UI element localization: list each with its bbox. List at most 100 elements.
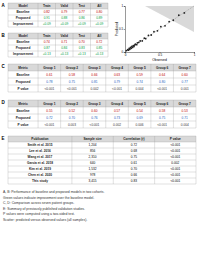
- cell: 0.006: [136, 123, 144, 127]
- panel-label: A: [2, 3, 6, 8]
- col-rule: [8, 33, 9, 57]
- point: [136, 44, 138, 46]
- cell: +0.13: [95, 52, 103, 56]
- cell: 0.72: [131, 143, 137, 147]
- cell: 0.004: [181, 123, 189, 127]
- row-rule: [8, 27, 108, 28]
- cell: Proposed: [16, 116, 31, 120]
- cell: Kim et al. 2019: [29, 167, 51, 171]
- cell: 0.61: [46, 73, 52, 77]
- header-bg: [8, 64, 196, 71]
- point: [157, 30, 159, 32]
- col-rule: [73, 33, 74, 57]
- cell: 0.81: [91, 80, 97, 84]
- header-cell: All: [97, 34, 101, 38]
- point: [127, 49, 129, 51]
- footnote: Scatter: predicted versus observed value…: [3, 218, 87, 222]
- point: [164, 25, 166, 27]
- header-cell: Group 5: [133, 102, 145, 106]
- tick-mark: [124, 52, 125, 53]
- cell: <0.001: [170, 155, 180, 159]
- cell: 0.77: [79, 10, 85, 14]
- header-cell: Publication: [31, 137, 48, 141]
- tick-mark: [124, 29, 125, 30]
- cell: Proposed: [16, 16, 31, 20]
- header-cell: Group 4: [111, 102, 123, 106]
- cell: 0.85: [96, 46, 102, 50]
- cell: <0.001: [44, 87, 54, 91]
- cell: 1,204: [89, 143, 97, 147]
- header-bg: [8, 33, 108, 39]
- shade: [145, 6, 194, 32]
- cell: Baseline: [16, 10, 29, 14]
- col-rule: [105, 64, 106, 92]
- cell: +0.09: [43, 22, 51, 26]
- footnote: E: Summary of previously published valid…: [3, 207, 85, 211]
- cell: +0.13: [43, 52, 51, 56]
- col-rule: [38, 64, 39, 92]
- point: [153, 31, 155, 33]
- cell: Proposed: [16, 46, 31, 50]
- row-rule: [8, 100, 196, 101]
- cell: 0.80: [159, 80, 165, 84]
- col-rule: [150, 64, 151, 92]
- cell: 2,310: [89, 155, 97, 159]
- header-cell: Group 3: [88, 66, 100, 70]
- cell: 0.84: [61, 46, 67, 50]
- col-rule: [128, 64, 129, 92]
- header-cell: Group 5: [133, 66, 145, 70]
- footnote: P values were computed using a two-sided…: [3, 212, 75, 216]
- col-rule: [8, 100, 9, 128]
- tick: 0: [122, 50, 125, 54]
- header-cell: Group 2: [66, 66, 78, 70]
- col-rule: [108, 3, 109, 27]
- row-rule: [8, 184, 196, 185]
- cell: 0.68: [131, 149, 137, 153]
- cell: 640: [90, 161, 96, 165]
- col-rule: [90, 33, 91, 57]
- tick: 0: [125, 52, 127, 57]
- cell: 0.002: [113, 123, 121, 127]
- y-label: Predicted: [115, 22, 119, 36]
- col-rule: [60, 100, 61, 128]
- cell: 0.59: [136, 73, 142, 77]
- panel-label: D: [2, 100, 6, 105]
- cell: Garcia et al. 2018: [27, 161, 53, 165]
- cell: 0.54: [136, 109, 142, 113]
- cell: 0.77: [182, 80, 188, 84]
- row-rule: [8, 121, 196, 122]
- col-rule: [150, 100, 151, 128]
- col-rule: [196, 64, 197, 92]
- cell: 0.70: [79, 40, 85, 44]
- cell: <0.001: [170, 149, 180, 153]
- cell: 0.75: [159, 116, 165, 120]
- cell: 0.60: [182, 73, 188, 77]
- x-axis: 00.51: [125, 52, 196, 57]
- header-cell: Metric: [18, 102, 28, 106]
- cell: <0.001: [170, 143, 180, 147]
- cell: 978: [90, 173, 96, 177]
- row-rule: [8, 57, 108, 58]
- col-rule: [83, 100, 84, 128]
- point: [145, 38, 147, 40]
- cell: 856: [90, 149, 96, 153]
- tick-label: 1: [122, 4, 124, 8]
- tick: 1: [194, 52, 196, 57]
- point: [178, 14, 180, 16]
- col-rule: [8, 3, 9, 27]
- header-cell: Test: [79, 34, 86, 38]
- header-cell: Sample size: [83, 137, 101, 141]
- point: [138, 41, 140, 43]
- header-cell: Metric: [18, 66, 28, 70]
- cell: 0.73: [114, 116, 120, 120]
- table: AModelTrainValidTestAllBaseline0.820.790…: [2, 3, 109, 28]
- cell: 0.88: [61, 16, 67, 20]
- point: [183, 12, 185, 14]
- cell: 0.75: [131, 155, 137, 159]
- cell: 0.83: [131, 179, 137, 183]
- cell: 0.82: [44, 10, 50, 14]
- cell: Baseline: [16, 73, 29, 77]
- cell: 1,532: [89, 167, 97, 171]
- header-cell: Group 1: [43, 102, 55, 106]
- cell: 0.69: [136, 116, 142, 120]
